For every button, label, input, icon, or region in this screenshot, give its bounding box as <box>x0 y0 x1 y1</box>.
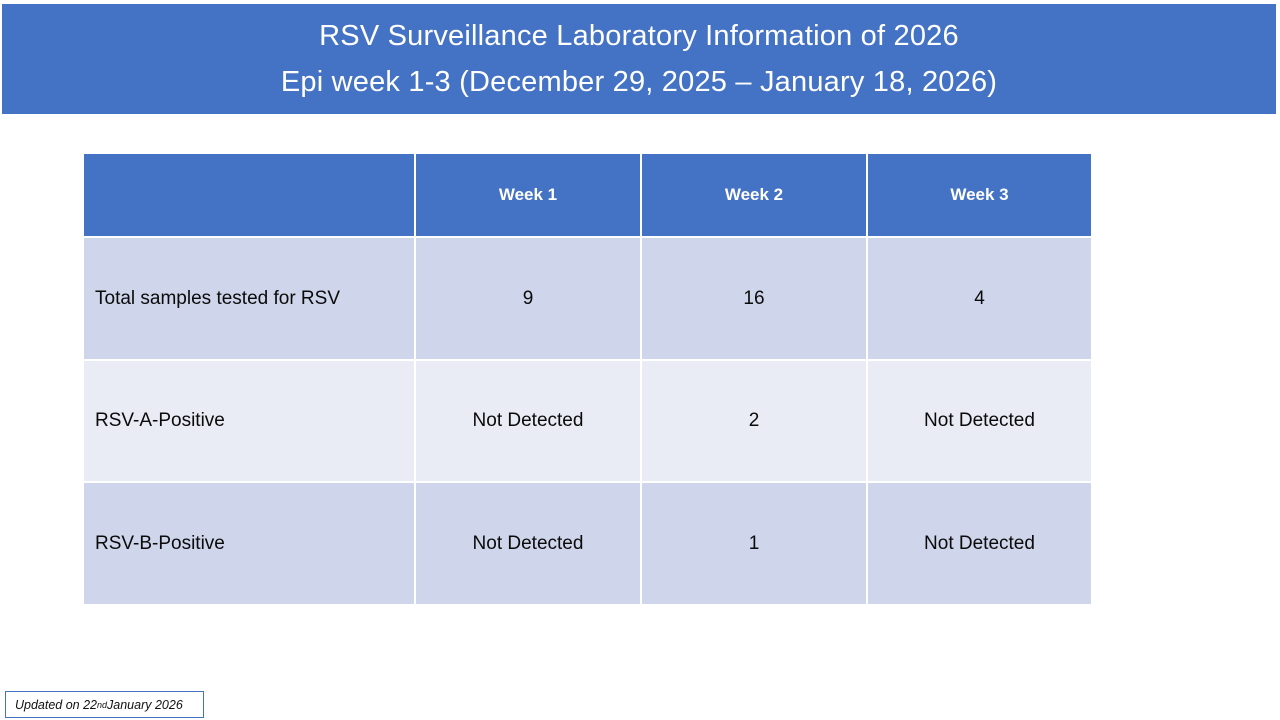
row-label-rsv-b: RSV-B-Positive <box>84 483 414 604</box>
column-header-week3: Week 3 <box>868 154 1091 236</box>
cell-rsv-a-week2: 2 <box>642 361 866 481</box>
table-corner-cell <box>84 154 414 236</box>
title-line-1: RSV Surveillance Laboratory Information … <box>319 20 959 52</box>
cell-rsv-b-week3: Not Detected <box>868 483 1091 604</box>
cell-total-week1: 9 <box>416 238 640 359</box>
updated-date-prefix: Updated on 22 <box>15 697 98 712</box>
cell-rsv-a-week1: Not Detected <box>416 361 640 481</box>
title-banner: RSV Surveillance Laboratory Information … <box>2 4 1276 114</box>
cell-rsv-a-week3: Not Detected <box>868 361 1091 481</box>
row-label-total-samples: Total samples tested for RSV <box>84 238 414 359</box>
cell-total-week2: 16 <box>642 238 866 359</box>
row-label-rsv-a: RSV-A-Positive <box>84 361 414 481</box>
cell-rsv-b-week2: 1 <box>642 483 866 604</box>
column-header-week2: Week 2 <box>642 154 866 236</box>
cell-rsv-b-week1: Not Detected <box>416 483 640 604</box>
cell-total-week3: 4 <box>868 238 1091 359</box>
column-header-week1: Week 1 <box>416 154 640 236</box>
updated-date-suffix: January 2026 <box>107 697 183 712</box>
title-line-2: Epi week 1-3 (December 29, 2025 – Januar… <box>280 66 998 98</box>
surveillance-table: Week 1 Week 2 Week 3 Total samples teste… <box>84 154 1091 604</box>
